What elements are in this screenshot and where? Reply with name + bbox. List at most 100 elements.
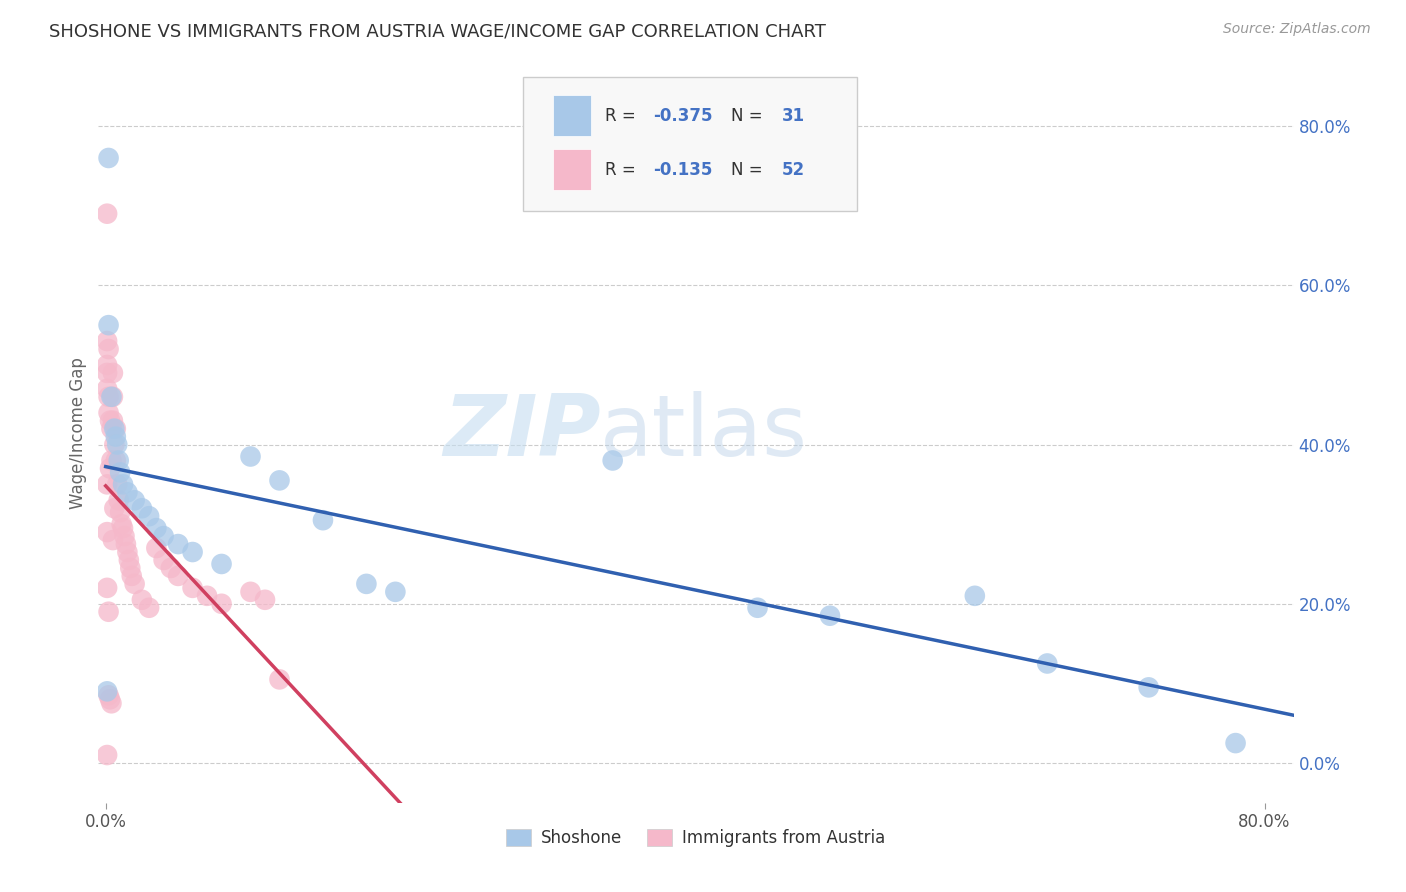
Point: [96, 477, 118, 491]
Y-axis label: Wage/Income Gap: Wage/Income Gap: [69, 357, 87, 508]
Point: [131, 592, 153, 607]
Text: N =: N =: [731, 107, 768, 125]
Point: [101, 533, 124, 547]
Text: -0.135: -0.135: [652, 161, 713, 178]
Point: [97, 689, 120, 703]
Point: [312, 513, 335, 527]
Point: [1225, 736, 1247, 750]
Point: [103, 437, 125, 451]
Point: [96, 747, 118, 762]
Point: [100, 696, 122, 710]
Point: [97, 390, 120, 404]
Point: [145, 541, 167, 555]
Point: [103, 501, 125, 516]
Point: [1036, 657, 1059, 671]
Point: [818, 608, 841, 623]
Point: [160, 561, 183, 575]
Point: [118, 553, 141, 567]
Point: [211, 557, 233, 571]
Point: [120, 561, 142, 575]
Point: [167, 537, 190, 551]
Point: [97, 605, 120, 619]
Point: [97, 406, 120, 420]
Point: [98, 461, 121, 475]
Point: [98, 414, 121, 428]
Point: [96, 684, 118, 698]
Point: [103, 422, 125, 436]
Point: [97, 318, 120, 333]
Point: [96, 581, 118, 595]
Text: 31: 31: [782, 107, 806, 125]
Point: [117, 485, 139, 500]
Point: [138, 600, 160, 615]
Point: [211, 597, 233, 611]
Point: [963, 589, 986, 603]
Point: [269, 474, 291, 488]
Point: [105, 477, 128, 491]
Text: R =: R =: [605, 161, 641, 178]
Point: [602, 453, 624, 467]
Point: [96, 334, 118, 348]
Point: [96, 207, 118, 221]
Text: Source: ZipAtlas.com: Source: ZipAtlas.com: [1223, 22, 1371, 37]
Point: [97, 151, 120, 165]
Point: [108, 466, 131, 480]
Text: N =: N =: [731, 161, 768, 178]
Point: [195, 589, 218, 603]
Point: [114, 529, 136, 543]
Point: [239, 584, 262, 599]
Point: [100, 453, 122, 467]
Point: [101, 390, 124, 404]
Point: [152, 553, 174, 567]
Point: [747, 600, 769, 615]
Bar: [553, 150, 591, 190]
Point: [384, 584, 406, 599]
Point: [131, 501, 153, 516]
Point: [104, 422, 127, 436]
Point: [269, 673, 291, 687]
Point: [104, 453, 127, 467]
Text: ZIP: ZIP: [443, 391, 600, 475]
Point: [115, 537, 138, 551]
Point: [105, 437, 128, 451]
Point: [100, 390, 122, 404]
Point: [108, 505, 131, 519]
Point: [253, 592, 276, 607]
Point: [96, 366, 118, 380]
Point: [112, 477, 135, 491]
Point: [98, 692, 121, 706]
Point: [97, 342, 120, 356]
Point: [1137, 681, 1160, 695]
Point: [112, 521, 135, 535]
Text: 52: 52: [782, 161, 806, 178]
Point: [152, 529, 174, 543]
Point: [110, 517, 132, 532]
Point: [239, 450, 262, 464]
Point: [121, 569, 143, 583]
Point: [101, 366, 124, 380]
Point: [145, 521, 167, 535]
Point: [181, 581, 204, 595]
Text: R =: R =: [605, 107, 641, 125]
Point: [100, 422, 122, 436]
Point: [124, 493, 146, 508]
Legend: Shoshone, Immigrants from Austria: Shoshone, Immigrants from Austria: [499, 822, 893, 854]
Point: [356, 577, 378, 591]
Point: [96, 358, 118, 372]
Point: [181, 545, 204, 559]
Point: [96, 382, 118, 396]
Bar: [553, 95, 591, 136]
FancyBboxPatch shape: [523, 78, 858, 211]
Point: [117, 545, 139, 559]
Point: [138, 509, 160, 524]
Point: [104, 429, 127, 443]
Point: [107, 453, 129, 467]
Point: [96, 525, 118, 540]
Point: [107, 493, 129, 508]
Text: -0.375: -0.375: [652, 107, 713, 125]
Point: [124, 577, 146, 591]
Text: SHOSHONE VS IMMIGRANTS FROM AUSTRIA WAGE/INCOME GAP CORRELATION CHART: SHOSHONE VS IMMIGRANTS FROM AUSTRIA WAGE…: [49, 22, 827, 40]
Text: atlas: atlas: [600, 391, 808, 475]
Point: [101, 414, 124, 428]
Point: [167, 569, 190, 583]
